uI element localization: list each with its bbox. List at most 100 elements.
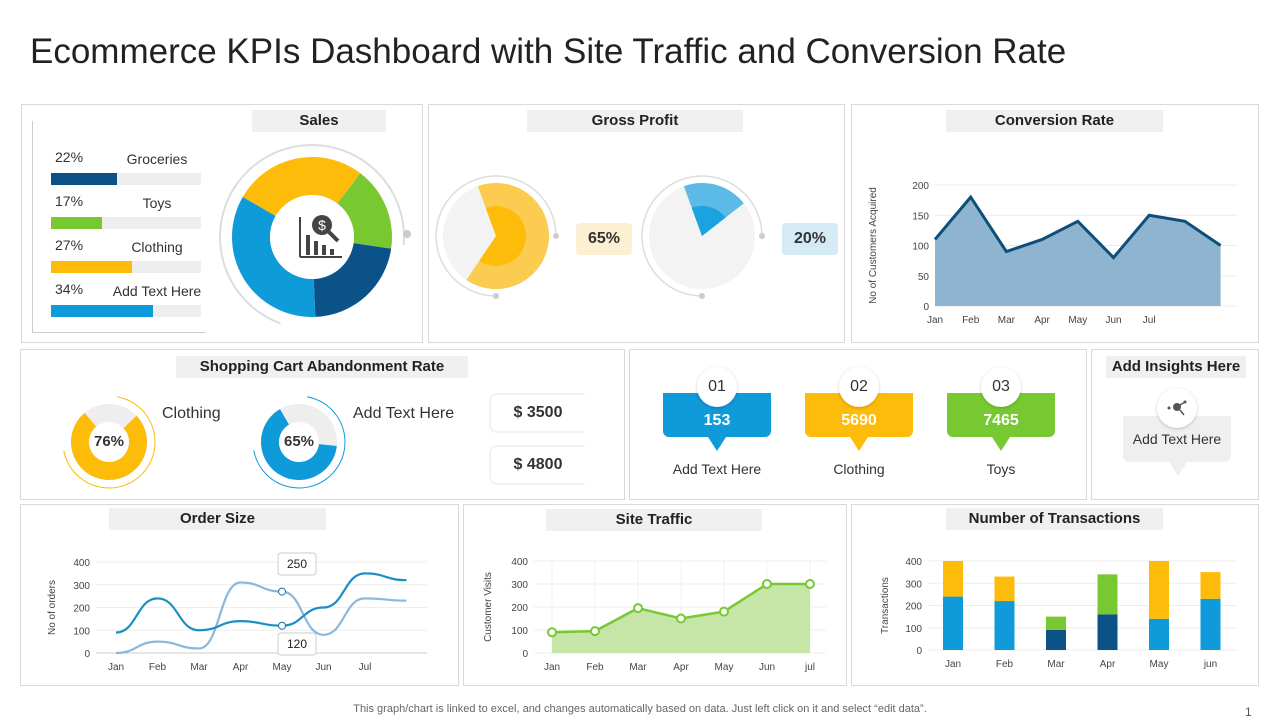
sales-item-bar-fill [51, 261, 132, 273]
donut-label-2: Add Text Here [353, 405, 455, 422]
bar-segment-bottom [1149, 618, 1169, 650]
gross-profit-badge-2: 20% [782, 223, 838, 255]
donut-fill [261, 409, 337, 480]
sales-donut-track [219, 144, 405, 325]
x-tick-label: Apr [233, 662, 249, 673]
y-tick-label: 200 [73, 604, 90, 615]
y-tick-label: 100 [511, 626, 528, 637]
y-tick-label: 400 [73, 558, 90, 569]
donut-pct-2: 65% [283, 433, 315, 450]
y-tick-label: 50 [918, 272, 930, 283]
x-tick-label: Mar [1047, 659, 1065, 670]
donut-outline [62, 395, 156, 489]
sales-item-label: Groceries [126, 151, 188, 167]
callout-label: 250 [287, 557, 307, 571]
gross-profit-gauges [435, 175, 765, 299]
traffic-point [547, 627, 557, 638]
kpi-number: 02 [839, 367, 879, 407]
sales-donut-segment [313, 243, 392, 317]
x-tick-label: Feb [996, 659, 1014, 670]
sales-donut-chart [219, 144, 411, 325]
sales-item-bar [51, 305, 201, 317]
gauge-knob [759, 233, 765, 239]
amount-2: $ 4800 [489, 445, 585, 485]
bar-segment-bottom [943, 596, 963, 650]
transactions-chart: 0 100 200 300 400 Transactions Jan Feb Mar Apr May… [880, 557, 1236, 670]
order-size-line [115, 572, 407, 634]
sales-donut-segment [337, 173, 392, 249]
x-tick-label: Mar [629, 662, 647, 673]
y-tick-label: 0 [923, 302, 929, 313]
y-tick-label: 150 [912, 211, 929, 222]
conversion-area [935, 197, 1221, 306]
page-number: 1 [1245, 705, 1252, 719]
gauge-knob [493, 293, 499, 299]
sales-item-bar [51, 261, 201, 273]
amount-1: $ 3500 [489, 393, 585, 433]
gauge-track [641, 175, 763, 297]
sales-item-pct: 34% [55, 281, 84, 297]
network-search-icon [1157, 388, 1197, 428]
x-tick-label: Jan [108, 662, 124, 673]
x-tick-label: Feb [586, 662, 604, 673]
sales-panel: Sales 22% Groceries 17% Toys 27% Clothin… [21, 104, 423, 343]
donut-hole [89, 422, 129, 462]
y-tick-label: 100 [73, 626, 90, 637]
x-tick-label: jun [1203, 659, 1217, 670]
y-axis-label: No of Customers Acquired [868, 187, 879, 304]
x-tick-label: Apr [673, 662, 689, 673]
gauge-knob [553, 233, 559, 239]
sales-item-bar-fill [51, 305, 153, 317]
order-size-panel: Order Size 0 100 200 300 400 No of orders 250 1… [20, 504, 459, 686]
y-tick-label: 0 [84, 649, 90, 660]
gauge-fill-inner [691, 206, 726, 236]
gauge-knob [699, 293, 705, 299]
sales-donut-segment [232, 197, 316, 317]
x-tick-label: Jul [359, 662, 372, 673]
donut-fill [71, 412, 147, 480]
donut-pct-1: 76% [93, 433, 125, 450]
traffic-point [633, 603, 643, 614]
x-tick-label: Jan [544, 662, 560, 673]
y-tick-label: 200 [912, 181, 929, 192]
gauge-fill-inner [479, 206, 526, 266]
x-tick-label: Feb [962, 315, 980, 326]
kpi-card-pointer [850, 437, 868, 451]
sales-item-pct: 17% [55, 193, 84, 209]
x-tick-label: Jul [1143, 315, 1156, 326]
sales-item-pct: 22% [55, 149, 84, 165]
conversion-rate-panel: Conversion Rate 0 50 100 150 200 No of Custom… [851, 104, 1259, 343]
x-tick-label: Apr [1100, 659, 1116, 670]
sales-bracket [32, 121, 206, 333]
y-tick-label: 400 [511, 557, 528, 568]
traffic-point [590, 626, 600, 637]
y-tick-label: 200 [905, 602, 922, 613]
bar-segment-top [1046, 616, 1066, 630]
insights-bubble-pointer [1169, 462, 1187, 476]
kpi-number: 03 [981, 367, 1021, 407]
insights-title: Add Insights Here [1106, 356, 1246, 378]
kpi-label: Add Text Here [672, 461, 762, 477]
traffic-point [676, 613, 686, 624]
sales-item-label: Add Text Here [112, 283, 202, 299]
callout-label: 120 [287, 637, 307, 651]
kpi-label: Toys [986, 461, 1016, 477]
y-tick-label: 0 [522, 649, 528, 660]
conversion-rate-title: Conversion Rate [946, 110, 1163, 132]
order-size-title: Order Size [109, 508, 326, 530]
order-point-marker [278, 587, 286, 596]
y-tick-label: 400 [905, 557, 922, 568]
gauge-track [435, 175, 557, 297]
cart-abandonment-title: Shopping Cart Abandonment Rate [176, 356, 468, 378]
site-traffic-title: Site Traffic [546, 509, 762, 531]
gross-profit-badge-1: 65% [576, 223, 632, 255]
sales-item-bar [51, 217, 201, 229]
site-traffic-panel: Site Traffic 0 100 200 300 400 Customer Visit… [463, 504, 847, 686]
x-tick-label: May [1068, 315, 1087, 326]
traffic-point [762, 579, 772, 589]
x-tick-label: Jan [927, 315, 943, 326]
donut-label-1: Clothing [162, 405, 221, 422]
sales-item-bar-fill [51, 217, 102, 229]
bar-segment-top [1200, 572, 1221, 599]
x-tick-label: Jun [1105, 315, 1121, 326]
